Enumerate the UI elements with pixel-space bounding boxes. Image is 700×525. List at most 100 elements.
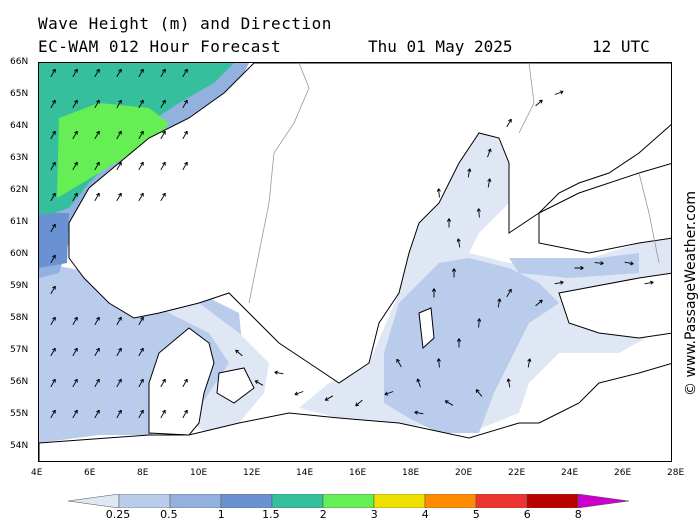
lon-label-16E: 16E bbox=[349, 468, 367, 478]
wave-map[interactable] bbox=[38, 62, 672, 462]
norway-sweden-border bbox=[248, 63, 310, 304]
direction-arrow bbox=[138, 409, 144, 419]
direction-arrow bbox=[94, 99, 100, 109]
direction-arrow bbox=[72, 347, 78, 357]
lat-label-56N: 56N bbox=[10, 377, 29, 387]
lon-label-24E: 24E bbox=[561, 468, 579, 478]
direction-arrow bbox=[116, 316, 122, 326]
land-masses bbox=[39, 63, 671, 461]
norwegian-sea-band-2 bbox=[57, 103, 169, 198]
direction-arrow bbox=[535, 299, 543, 307]
direction-arrow bbox=[72, 409, 78, 419]
lat-label-57N: 57N bbox=[10, 345, 29, 355]
legend-label-1.5: 1.5 bbox=[262, 508, 280, 521]
direction-arrow bbox=[467, 168, 472, 178]
direction-arrow bbox=[160, 161, 166, 171]
lon-label-18E: 18E bbox=[402, 468, 420, 478]
direction-arrow bbox=[160, 99, 166, 109]
direction-arrow bbox=[506, 378, 511, 388]
wave-height-field bbox=[39, 63, 671, 443]
lat-label-59N: 59N bbox=[10, 281, 29, 291]
legend-swatch-3 bbox=[220, 494, 273, 508]
lat-label-63N: 63N bbox=[10, 153, 29, 163]
direction-arrow bbox=[94, 409, 100, 419]
direction-arrow bbox=[116, 409, 122, 419]
wave-height-legend bbox=[68, 494, 630, 508]
direction-arrow bbox=[50, 68, 56, 78]
direction-arrow bbox=[138, 347, 144, 357]
direction-arrow bbox=[138, 130, 144, 140]
legend-swatch-0 bbox=[68, 494, 120, 508]
forecast-subtitle: EC-WAM 012 Hour Forecast bbox=[38, 37, 282, 56]
direction-arrow bbox=[476, 208, 481, 218]
direction-arrow bbox=[50, 130, 56, 140]
lat-label-54N: 54N bbox=[10, 441, 29, 451]
direction-arrow bbox=[475, 389, 483, 397]
russia-finland-border bbox=[638, 172, 660, 264]
direction-arrow bbox=[50, 378, 56, 388]
direction-arrow bbox=[444, 400, 454, 406]
direction-arrow bbox=[138, 161, 144, 171]
direction-arrow bbox=[294, 391, 304, 396]
direction-arrow bbox=[116, 192, 122, 202]
direction-arrow bbox=[160, 68, 166, 78]
direction-arrow bbox=[506, 118, 512, 128]
direction-arrow bbox=[138, 316, 144, 326]
legend-label-6: 6 bbox=[523, 508, 531, 521]
legend-swatch-8 bbox=[475, 494, 528, 508]
direction-arrow bbox=[94, 192, 100, 202]
direction-arrow bbox=[446, 218, 452, 228]
direction-arrow bbox=[456, 338, 462, 348]
gulf-finland-band bbox=[509, 253, 639, 278]
lon-label-10E: 10E bbox=[190, 468, 208, 478]
lat-label-61N: 61N bbox=[10, 217, 29, 227]
direction-arrow bbox=[182, 409, 188, 419]
direction-arrow bbox=[72, 316, 78, 326]
direction-arrow bbox=[574, 265, 584, 271]
direction-arrow bbox=[436, 188, 441, 198]
map-title: Wave Height (m) and Direction bbox=[38, 14, 332, 33]
direction-arrow bbox=[50, 285, 56, 295]
lat-label-62N: 62N bbox=[10, 185, 29, 195]
legend-label-5: 5 bbox=[472, 508, 480, 521]
direction-arrow bbox=[116, 378, 122, 388]
lon-label-4E: 4E bbox=[31, 468, 43, 478]
forecast-time: 12 UTC bbox=[592, 37, 650, 56]
legend-label-0.5: 0.5 bbox=[160, 508, 178, 521]
direction-arrow bbox=[431, 288, 437, 298]
lon-label-8E: 8E bbox=[137, 468, 149, 478]
direction-arrow bbox=[477, 318, 482, 328]
direction-arrow bbox=[94, 161, 100, 171]
direction-arrow bbox=[138, 378, 144, 388]
direction-arrow bbox=[182, 130, 188, 140]
direction-arrow bbox=[594, 261, 604, 266]
legend-swatch-2 bbox=[169, 494, 222, 508]
direction-arrow bbox=[116, 68, 122, 78]
lat-label-64N: 64N bbox=[10, 121, 29, 131]
direction-arrow bbox=[72, 378, 78, 388]
direction-arrow bbox=[527, 358, 532, 368]
direction-arrow bbox=[94, 316, 100, 326]
direction-arrow bbox=[72, 99, 78, 109]
lon-label-14E: 14E bbox=[296, 468, 314, 478]
direction-arrow bbox=[138, 68, 144, 78]
direction-arrow bbox=[182, 68, 188, 78]
direction-arrow bbox=[436, 358, 441, 368]
direction-arrow bbox=[94, 378, 100, 388]
lat-label-65N: 65N bbox=[10, 89, 29, 99]
direction-arrow bbox=[138, 99, 144, 109]
legend-swatch-9 bbox=[526, 494, 579, 508]
lon-label-6E: 6E bbox=[84, 468, 96, 478]
direction-arrow bbox=[116, 161, 122, 171]
direction-arrow bbox=[50, 99, 56, 109]
direction-arrow bbox=[414, 410, 424, 415]
direction-arrow bbox=[182, 161, 188, 171]
direction-arrow bbox=[384, 391, 394, 396]
lat-label-66N: 66N bbox=[10, 57, 29, 67]
direction-arrow bbox=[160, 378, 166, 388]
direction-arrow bbox=[50, 347, 56, 357]
zealand-island bbox=[216, 367, 255, 404]
norwegian-coast-strip bbox=[39, 213, 69, 268]
direction-arrow bbox=[160, 130, 166, 140]
lat-label-58N: 58N bbox=[10, 313, 29, 323]
